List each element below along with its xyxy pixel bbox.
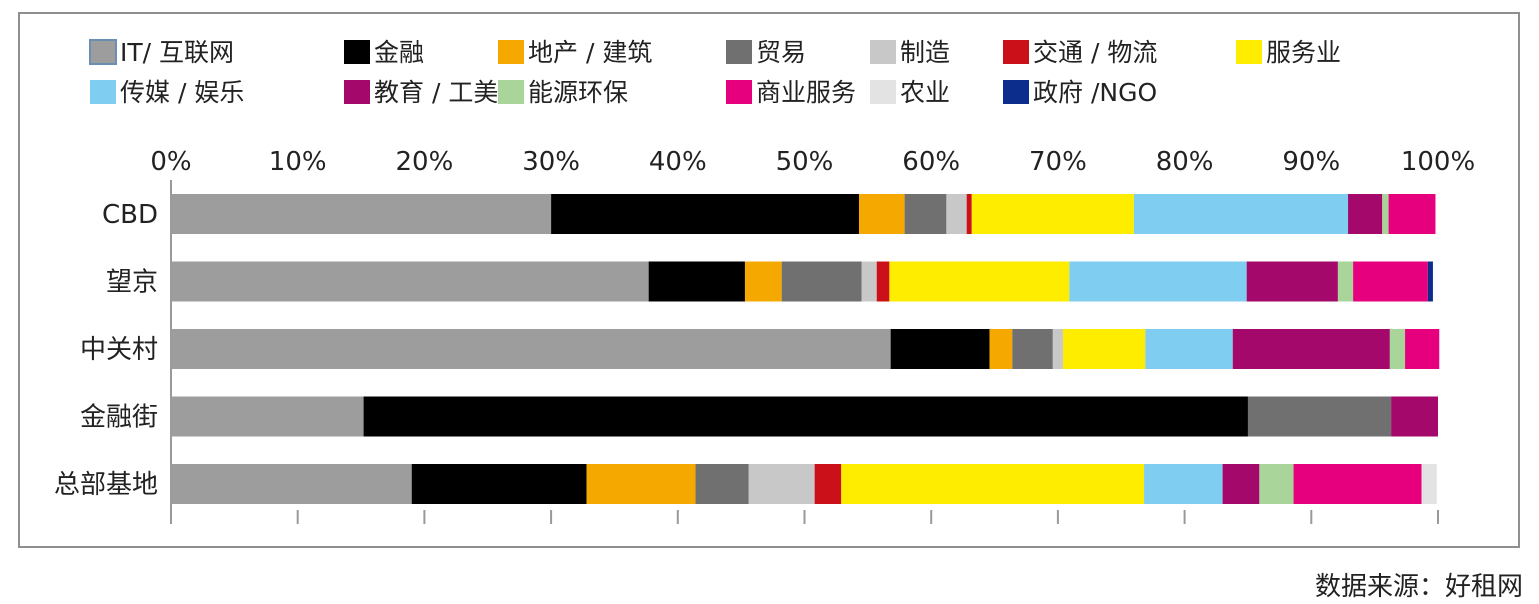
bar-segment xyxy=(946,194,967,234)
bar-segment xyxy=(889,261,1070,302)
bar-segment xyxy=(876,261,890,302)
legend-label: 金融 xyxy=(374,38,424,67)
category-label: 金融街 xyxy=(80,403,158,433)
legend-swatch xyxy=(1003,80,1029,104)
bar-segment xyxy=(781,261,862,302)
x-tick-label: 100% xyxy=(1401,147,1475,177)
legend-swatch xyxy=(1003,40,1029,64)
bar-segment xyxy=(1405,329,1440,369)
bar-segment xyxy=(748,464,815,504)
legend-label: 交通 / 物流 xyxy=(1033,38,1157,67)
x-tick-label: 70% xyxy=(1029,147,1087,177)
bar-segment xyxy=(1348,194,1383,234)
bar-segment xyxy=(744,261,782,302)
bar-segment xyxy=(1222,464,1260,504)
legend-swatch xyxy=(726,40,752,64)
bar-segment xyxy=(1133,194,1349,234)
bar-segment xyxy=(551,194,859,234)
legend-swatch xyxy=(344,40,370,64)
legend-swatch xyxy=(726,80,752,104)
x-tick-label: 60% xyxy=(902,147,960,177)
bar-segment xyxy=(1391,396,1438,437)
legend-label: 服务业 xyxy=(1266,38,1341,67)
x-tick-label: 40% xyxy=(649,147,707,177)
legend-swatch xyxy=(498,80,524,104)
bar-segment xyxy=(1069,261,1247,302)
bar-segment xyxy=(1389,329,1406,369)
legend-swatch xyxy=(498,40,524,64)
x-tick-label: 30% xyxy=(522,147,580,177)
bar-segment xyxy=(171,329,891,369)
bar-segment xyxy=(586,464,696,504)
legend-label: 传媒 / 娱乐 xyxy=(120,78,244,107)
bar-segment xyxy=(1052,329,1063,369)
legend-label: 教育 / 工美 xyxy=(374,78,498,107)
bar-segment xyxy=(648,261,745,302)
category-label: CBD xyxy=(102,200,158,230)
bar-segment xyxy=(841,464,1145,504)
legend-label: 商业服务 xyxy=(756,78,856,107)
bar-segment xyxy=(989,329,1013,369)
legend-label: 能源环保 xyxy=(528,78,628,107)
bar-segment xyxy=(1246,261,1338,302)
category-label: 望京 xyxy=(106,268,158,298)
bar-segment xyxy=(890,329,990,369)
x-tick-label: 10% xyxy=(269,147,327,177)
legend-label: 地产 / 建筑 xyxy=(528,38,652,67)
bar-segment xyxy=(1388,194,1436,234)
bar-segment xyxy=(171,396,364,437)
bar-segment xyxy=(171,464,412,504)
bar-segment xyxy=(966,194,972,234)
x-tick-label: 20% xyxy=(396,147,454,177)
bar-segment xyxy=(814,464,842,504)
bar-segment xyxy=(1353,261,1428,302)
x-tick-label: 50% xyxy=(776,147,834,177)
bar-segment xyxy=(1337,261,1354,302)
legend-swatch xyxy=(344,80,370,104)
bar-segment xyxy=(1421,464,1437,504)
bar-segment xyxy=(1232,329,1390,369)
bar-segment xyxy=(171,194,552,234)
bar-segment xyxy=(363,396,1248,437)
bar-segment xyxy=(695,464,749,504)
bar-segment xyxy=(411,464,587,504)
bar-segment xyxy=(858,194,905,234)
legend-label: 贸易 xyxy=(756,38,806,67)
legend-label: 农业 xyxy=(900,78,950,107)
category-label: 中关村 xyxy=(80,335,158,365)
source-note: 数据来源：好租网 xyxy=(1314,572,1523,602)
bar-segment xyxy=(1382,194,1389,234)
bar-segment xyxy=(1427,261,1433,302)
bar-segment xyxy=(171,261,649,302)
legend-label: 制造 xyxy=(900,38,950,67)
bar-segment xyxy=(1247,396,1392,437)
category-label: 总部基地 xyxy=(54,470,158,500)
x-tick-label: 80% xyxy=(1156,147,1214,177)
legend-swatch xyxy=(870,80,896,104)
bar-segment xyxy=(1144,464,1223,504)
bar-segment xyxy=(904,194,947,234)
bar-segment xyxy=(1012,329,1053,369)
bar-segment xyxy=(1062,329,1146,369)
bar-segment xyxy=(1145,329,1233,369)
bar-segment xyxy=(1259,464,1294,504)
legend-swatch xyxy=(1236,40,1262,64)
legend-label: IT/ 互联网 xyxy=(120,38,234,67)
legend-label: 政府 /NGO xyxy=(1033,78,1157,107)
legend-swatch xyxy=(89,39,117,65)
bar-segment xyxy=(861,261,877,302)
x-tick-label: 90% xyxy=(1282,147,1340,177)
legend-swatch xyxy=(90,80,116,104)
legend-swatch xyxy=(870,40,896,64)
bar-segment xyxy=(971,194,1134,234)
x-tick-label: 0% xyxy=(150,147,191,177)
bar-segment xyxy=(1293,464,1422,504)
